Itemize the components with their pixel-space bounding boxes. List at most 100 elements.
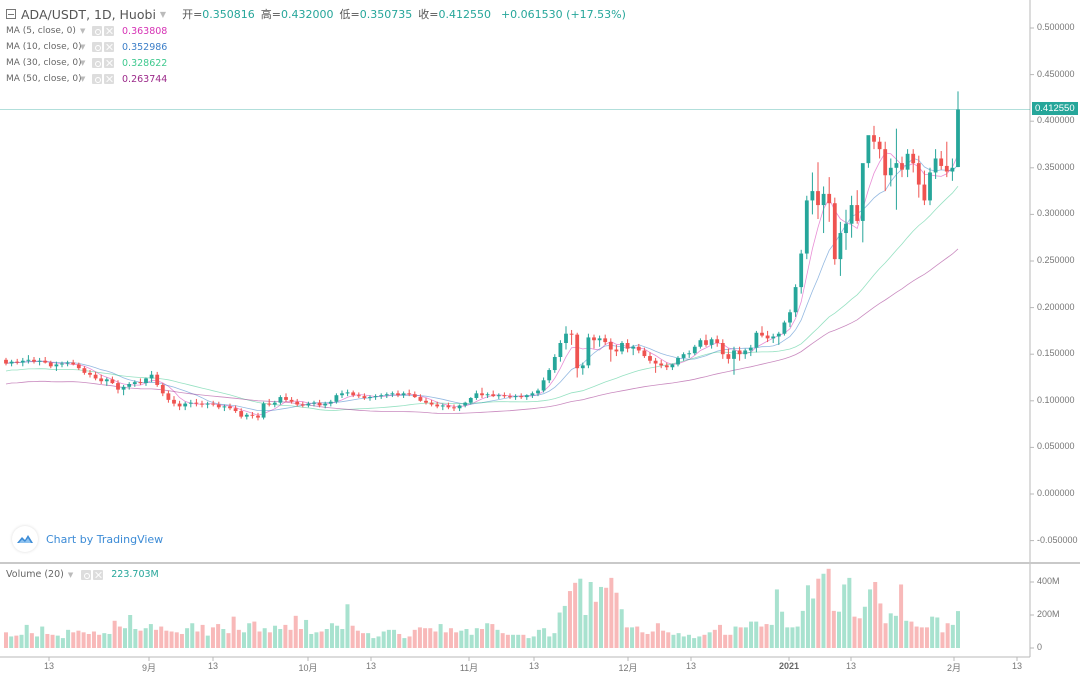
volume-bar (226, 633, 231, 648)
candle (194, 402, 199, 404)
volume-bar (888, 613, 893, 648)
volume-bar (107, 633, 112, 648)
chevron-down-icon[interactable]: ▼ (159, 9, 167, 19)
candle (513, 396, 518, 398)
chevron-down-icon[interactable]: ▼ (80, 59, 86, 67)
volume-bar (697, 636, 702, 648)
volume-bar (185, 628, 190, 648)
chevron-down-icon[interactable]: ▼ (67, 570, 74, 579)
volume-bar (443, 632, 448, 648)
candle (183, 403, 188, 407)
candle (760, 332, 764, 336)
volume-bar (350, 625, 355, 648)
volume-bar (883, 623, 888, 648)
volume-bar (371, 638, 376, 648)
volume-bar (345, 604, 350, 648)
volume-bar (469, 634, 474, 648)
volume-bar (661, 630, 666, 648)
candle (356, 395, 361, 397)
ma-indicator-name[interactable]: MA (30, close, 0) (6, 58, 82, 68)
candle (345, 392, 350, 394)
settings-icon[interactable] (92, 26, 102, 36)
close-icon[interactable] (93, 569, 104, 580)
candle (939, 158, 944, 166)
collapse-legend-icon[interactable] (6, 9, 16, 19)
ma-indicator-name[interactable]: MA (10, close, 0) (6, 42, 82, 52)
volume-bar (448, 628, 453, 648)
candle (239, 411, 244, 417)
settings-icon[interactable] (92, 74, 102, 84)
time-axis-label: 13 (43, 661, 54, 671)
ma-value: 0.352986 (122, 41, 168, 53)
volume-bar (780, 611, 785, 648)
candle (26, 359, 31, 361)
candle (782, 322, 787, 334)
candle (60, 363, 64, 365)
volume-bar (164, 630, 169, 648)
volume-bar (454, 632, 459, 648)
candle (810, 191, 815, 201)
volume-bar (769, 624, 774, 648)
close-icon[interactable] (104, 74, 114, 84)
candle (821, 193, 826, 206)
price-axis-label: 0.000000 (1037, 488, 1075, 498)
tradingview-badge[interactable]: Chart by TradingView (12, 526, 163, 552)
candle (110, 379, 115, 384)
candle (670, 364, 675, 368)
close-icon[interactable] (104, 42, 114, 52)
ma-indicator-name[interactable]: MA (5, close, 0) (6, 26, 76, 36)
volume-bar (707, 632, 712, 648)
symbol-title[interactable]: ADA/USDT, 1D, Huobi (21, 6, 156, 22)
time-axis-label: 2021 (778, 661, 800, 671)
chevron-down-icon[interactable]: ▼ (80, 27, 86, 35)
volume-bar (195, 631, 200, 648)
tradingview-label[interactable]: Chart by TradingView (46, 532, 164, 546)
volume-bar (811, 598, 816, 648)
candle (765, 335, 770, 339)
volume-bar (826, 568, 831, 648)
volume-bar (914, 626, 919, 648)
chevron-down-icon[interactable]: ▼ (80, 75, 86, 83)
settings-icon[interactable] (92, 58, 102, 68)
volume-bar (340, 629, 345, 648)
volume-indicator-name[interactable]: Volume (20) (6, 569, 64, 580)
candle (312, 402, 316, 404)
volume-bar (857, 618, 862, 648)
candle (569, 333, 574, 335)
open-label: 开= (182, 8, 203, 21)
volume-bar (676, 633, 681, 648)
ma-indicator-name[interactable]: MA (50, close, 0) (6, 74, 82, 84)
volume-bar (904, 620, 909, 648)
close-icon[interactable] (104, 26, 114, 36)
volume-bar (91, 631, 96, 648)
volume-bar (718, 624, 722, 648)
candle (284, 397, 288, 400)
candle (860, 163, 865, 221)
candle (704, 340, 708, 345)
candle (922, 184, 927, 201)
close-icon[interactable] (104, 58, 114, 68)
candle (715, 339, 720, 344)
candle (340, 393, 344, 396)
volume-bar (335, 625, 340, 648)
candle (418, 397, 423, 401)
candle (687, 353, 692, 355)
volume-bar (412, 629, 417, 648)
candle (754, 332, 759, 348)
volume-bar (862, 606, 867, 648)
volume-bar (309, 633, 314, 648)
candle (496, 395, 501, 397)
volume-bar (614, 592, 619, 648)
settings-icon[interactable] (81, 569, 92, 580)
candle (580, 365, 585, 369)
candle (289, 399, 294, 402)
settings-icon[interactable] (92, 42, 102, 52)
candle (541, 380, 546, 391)
volume-bar (893, 615, 898, 648)
candle (200, 403, 204, 405)
volume-bar (733, 626, 738, 648)
candle (575, 334, 580, 369)
chevron-down-icon[interactable]: ▼ (80, 43, 86, 51)
time-axis-label: 2月 (946, 663, 961, 673)
